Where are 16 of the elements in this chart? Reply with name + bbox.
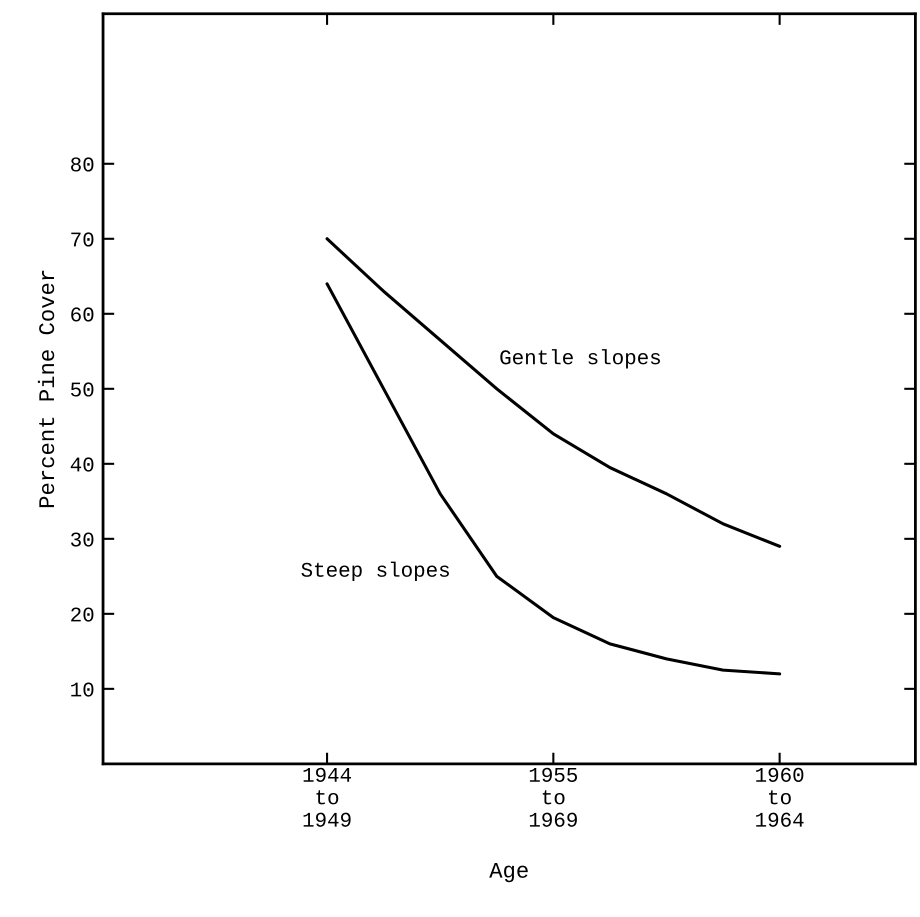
x-tick-label: 1960 to 1964 [756, 768, 804, 827]
series-label: Steep slopes [301, 562, 449, 582]
y-tick-label: 10 [71, 682, 94, 697]
x-tick-label: 1955 to 1969 [530, 768, 578, 827]
x-axis-title: Age [489, 862, 528, 882]
line-series [326, 237, 782, 548]
y-tick-label: 40 [70, 457, 94, 472]
y-tick-label: 80 [71, 157, 94, 172]
x-tick-label: 1944 to 1949 [304, 768, 352, 827]
y-tick-label: 50 [71, 382, 94, 397]
y-tick-label: 30 [71, 532, 94, 547]
series-label: Gentle slopes [500, 349, 660, 369]
y-tick-label: 70 [71, 232, 94, 247]
y-tick-label: 60 [71, 307, 94, 322]
y-axis-title: Percent Pine Cover [38, 270, 54, 508]
y-tick-label: 20 [71, 607, 94, 622]
